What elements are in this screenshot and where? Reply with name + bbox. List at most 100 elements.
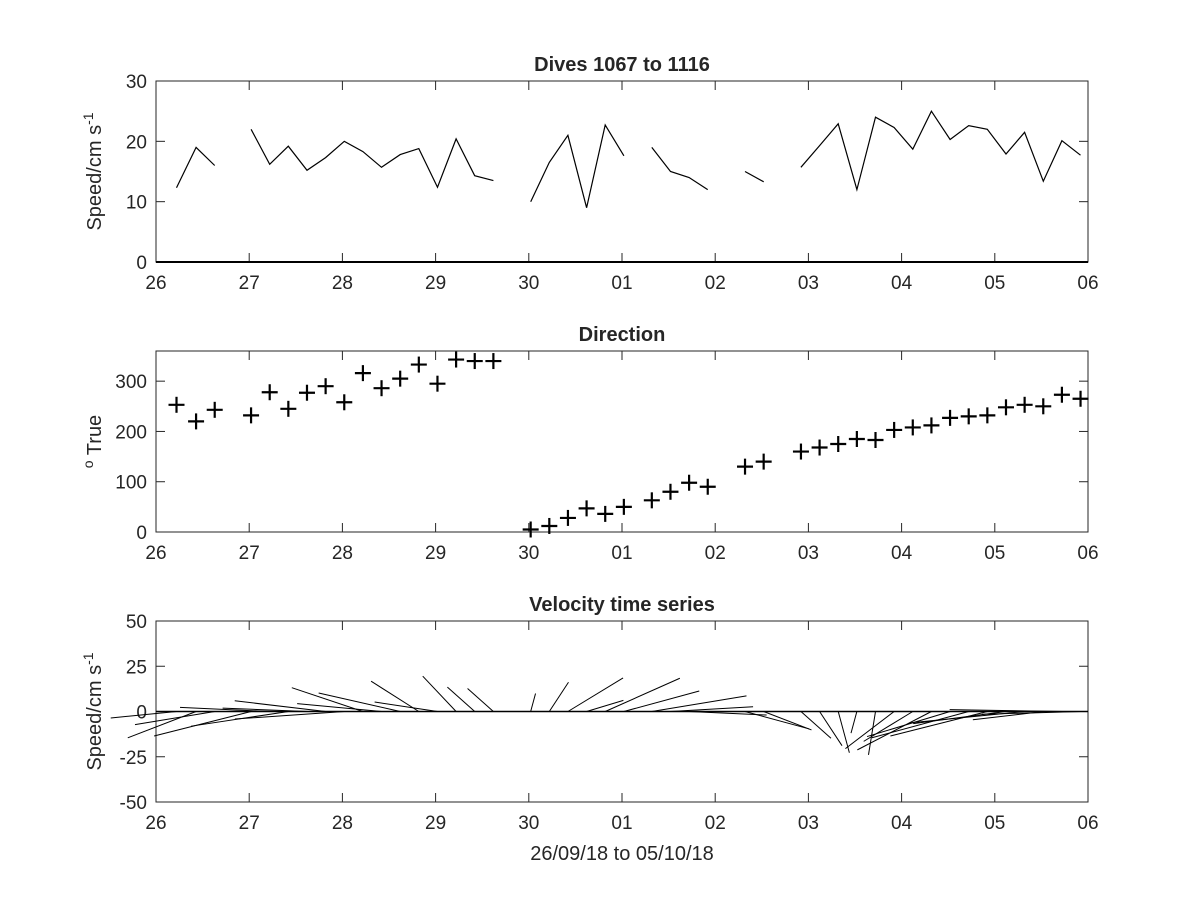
y-axis-label-superscript: -1 xyxy=(80,652,96,665)
velocity-stick xyxy=(422,675,457,712)
direction-point xyxy=(188,413,205,430)
x-tick-label: 26 xyxy=(145,543,166,564)
velocity-stick xyxy=(819,711,843,746)
direction-point xyxy=(578,500,595,517)
y-tick-label: 20 xyxy=(126,132,147,153)
velocity-stick xyxy=(623,690,700,712)
velocity-stick xyxy=(857,711,932,751)
velocity-stick xyxy=(234,700,326,712)
axes-box xyxy=(155,80,1089,263)
velocity-stick xyxy=(291,687,364,712)
direction-point xyxy=(559,509,576,526)
velocity-stick xyxy=(981,711,1081,715)
speed-line-segment xyxy=(800,109,1081,192)
chart-title: Dives 1067 to 1116 xyxy=(534,54,710,76)
speed-line-segment xyxy=(175,146,216,189)
x-tick-label: 06 xyxy=(1077,543,1098,564)
x-tick-label: 02 xyxy=(705,813,726,834)
velocity-stick xyxy=(530,693,537,712)
x-tick-label: 29 xyxy=(425,273,446,294)
chart-title: Direction xyxy=(579,324,666,346)
direction-point xyxy=(410,356,427,373)
direction-point xyxy=(615,498,632,515)
x-tick-label: 27 xyxy=(239,543,260,564)
velocity-stick xyxy=(949,709,1062,712)
x-tick-label: 28 xyxy=(332,543,353,564)
axes-box xyxy=(155,350,1089,533)
y-tick-label: 25 xyxy=(126,657,147,678)
direction-point xyxy=(699,478,716,495)
direction-point xyxy=(792,443,809,460)
direction-point xyxy=(429,375,446,392)
direction-point xyxy=(541,517,558,534)
direction-point xyxy=(886,421,903,438)
velocity-stick xyxy=(605,677,681,712)
direction-point xyxy=(373,380,390,397)
velocity-stick xyxy=(744,711,810,730)
y-axis-label-text: Speed/cm s xyxy=(84,665,106,771)
velocity-stick xyxy=(548,682,569,712)
x-tick-label: 06 xyxy=(1077,273,1098,294)
velocity-stick xyxy=(370,680,420,712)
velocity-stick xyxy=(586,699,624,712)
velocity-stick xyxy=(110,711,177,719)
velocity-stick xyxy=(467,688,494,712)
x-tick-label: 04 xyxy=(891,273,913,294)
x-tick-label: 30 xyxy=(518,813,539,834)
velocity-stick xyxy=(179,706,270,712)
x-tick-label: 05 xyxy=(984,273,1005,294)
direction-point xyxy=(979,407,996,424)
y-tick-label: 0 xyxy=(136,253,147,274)
chart-panel-1: Dives 1067 to 1116 26 27 28 29 30 01 02 03 04 05 06… xyxy=(80,54,1099,294)
y-axis-label: o True xyxy=(80,415,106,468)
direction-point xyxy=(997,399,1014,416)
y-axis-label: Speed/cm s-1 xyxy=(80,652,106,770)
x-tick-label: 29 xyxy=(425,543,446,564)
velocity-stick xyxy=(867,711,876,755)
direction-point xyxy=(317,378,334,395)
y-tick-label: 50 xyxy=(126,612,147,633)
direction-point xyxy=(206,401,223,418)
direction-point xyxy=(298,384,315,401)
direction-point xyxy=(811,439,828,456)
velocity-stick xyxy=(837,711,850,753)
velocity-stick xyxy=(689,711,767,716)
direction-point xyxy=(830,436,847,453)
direction-point xyxy=(848,430,865,447)
speed-line-segment xyxy=(744,170,764,183)
velocity-stick xyxy=(567,677,624,712)
velocity-stick xyxy=(845,711,895,750)
x-tick-label: 05 xyxy=(984,813,1005,834)
y-tick-label: 200 xyxy=(115,422,147,443)
velocity-stick xyxy=(871,711,969,739)
y-tick-label: 10 xyxy=(126,193,147,214)
direction-point xyxy=(336,394,353,411)
x-tick-label: 30 xyxy=(518,543,539,564)
y-axis-label: Speed/cm s-1 xyxy=(80,112,106,230)
velocity-stick xyxy=(374,701,438,712)
y-tick-label: 0 xyxy=(136,703,147,724)
y-axis-label-text: Speed/cm s xyxy=(84,125,106,231)
x-tick-label: 01 xyxy=(611,813,632,834)
velocity-stick xyxy=(651,695,747,712)
x-axis-label: 26/09/18 to 05/10/18 xyxy=(530,843,714,865)
direction-point xyxy=(597,505,614,522)
x-tick-label: 01 xyxy=(611,543,632,564)
direction-point xyxy=(737,458,754,475)
x-tick-label: 03 xyxy=(798,813,819,834)
velocity-stick xyxy=(234,711,345,720)
x-tick-label: 30 xyxy=(518,273,539,294)
x-tick-label: 03 xyxy=(798,543,819,564)
direction-point xyxy=(354,365,371,382)
direction-point xyxy=(904,419,921,436)
direction-point xyxy=(485,353,502,370)
y-axis-label-text: True xyxy=(84,415,106,461)
direction-point xyxy=(243,407,260,424)
velocity-stick xyxy=(800,711,832,739)
direction-point xyxy=(1072,390,1089,407)
speed-line-segment xyxy=(250,129,494,189)
velocity-stick xyxy=(866,711,951,738)
chart-panel-2: Direction 26 27 28 29 30 01 02 03 04 05 06 0 100 200 30… xyxy=(80,324,1099,564)
direction-point xyxy=(168,396,185,413)
velocity-stick xyxy=(297,703,382,712)
